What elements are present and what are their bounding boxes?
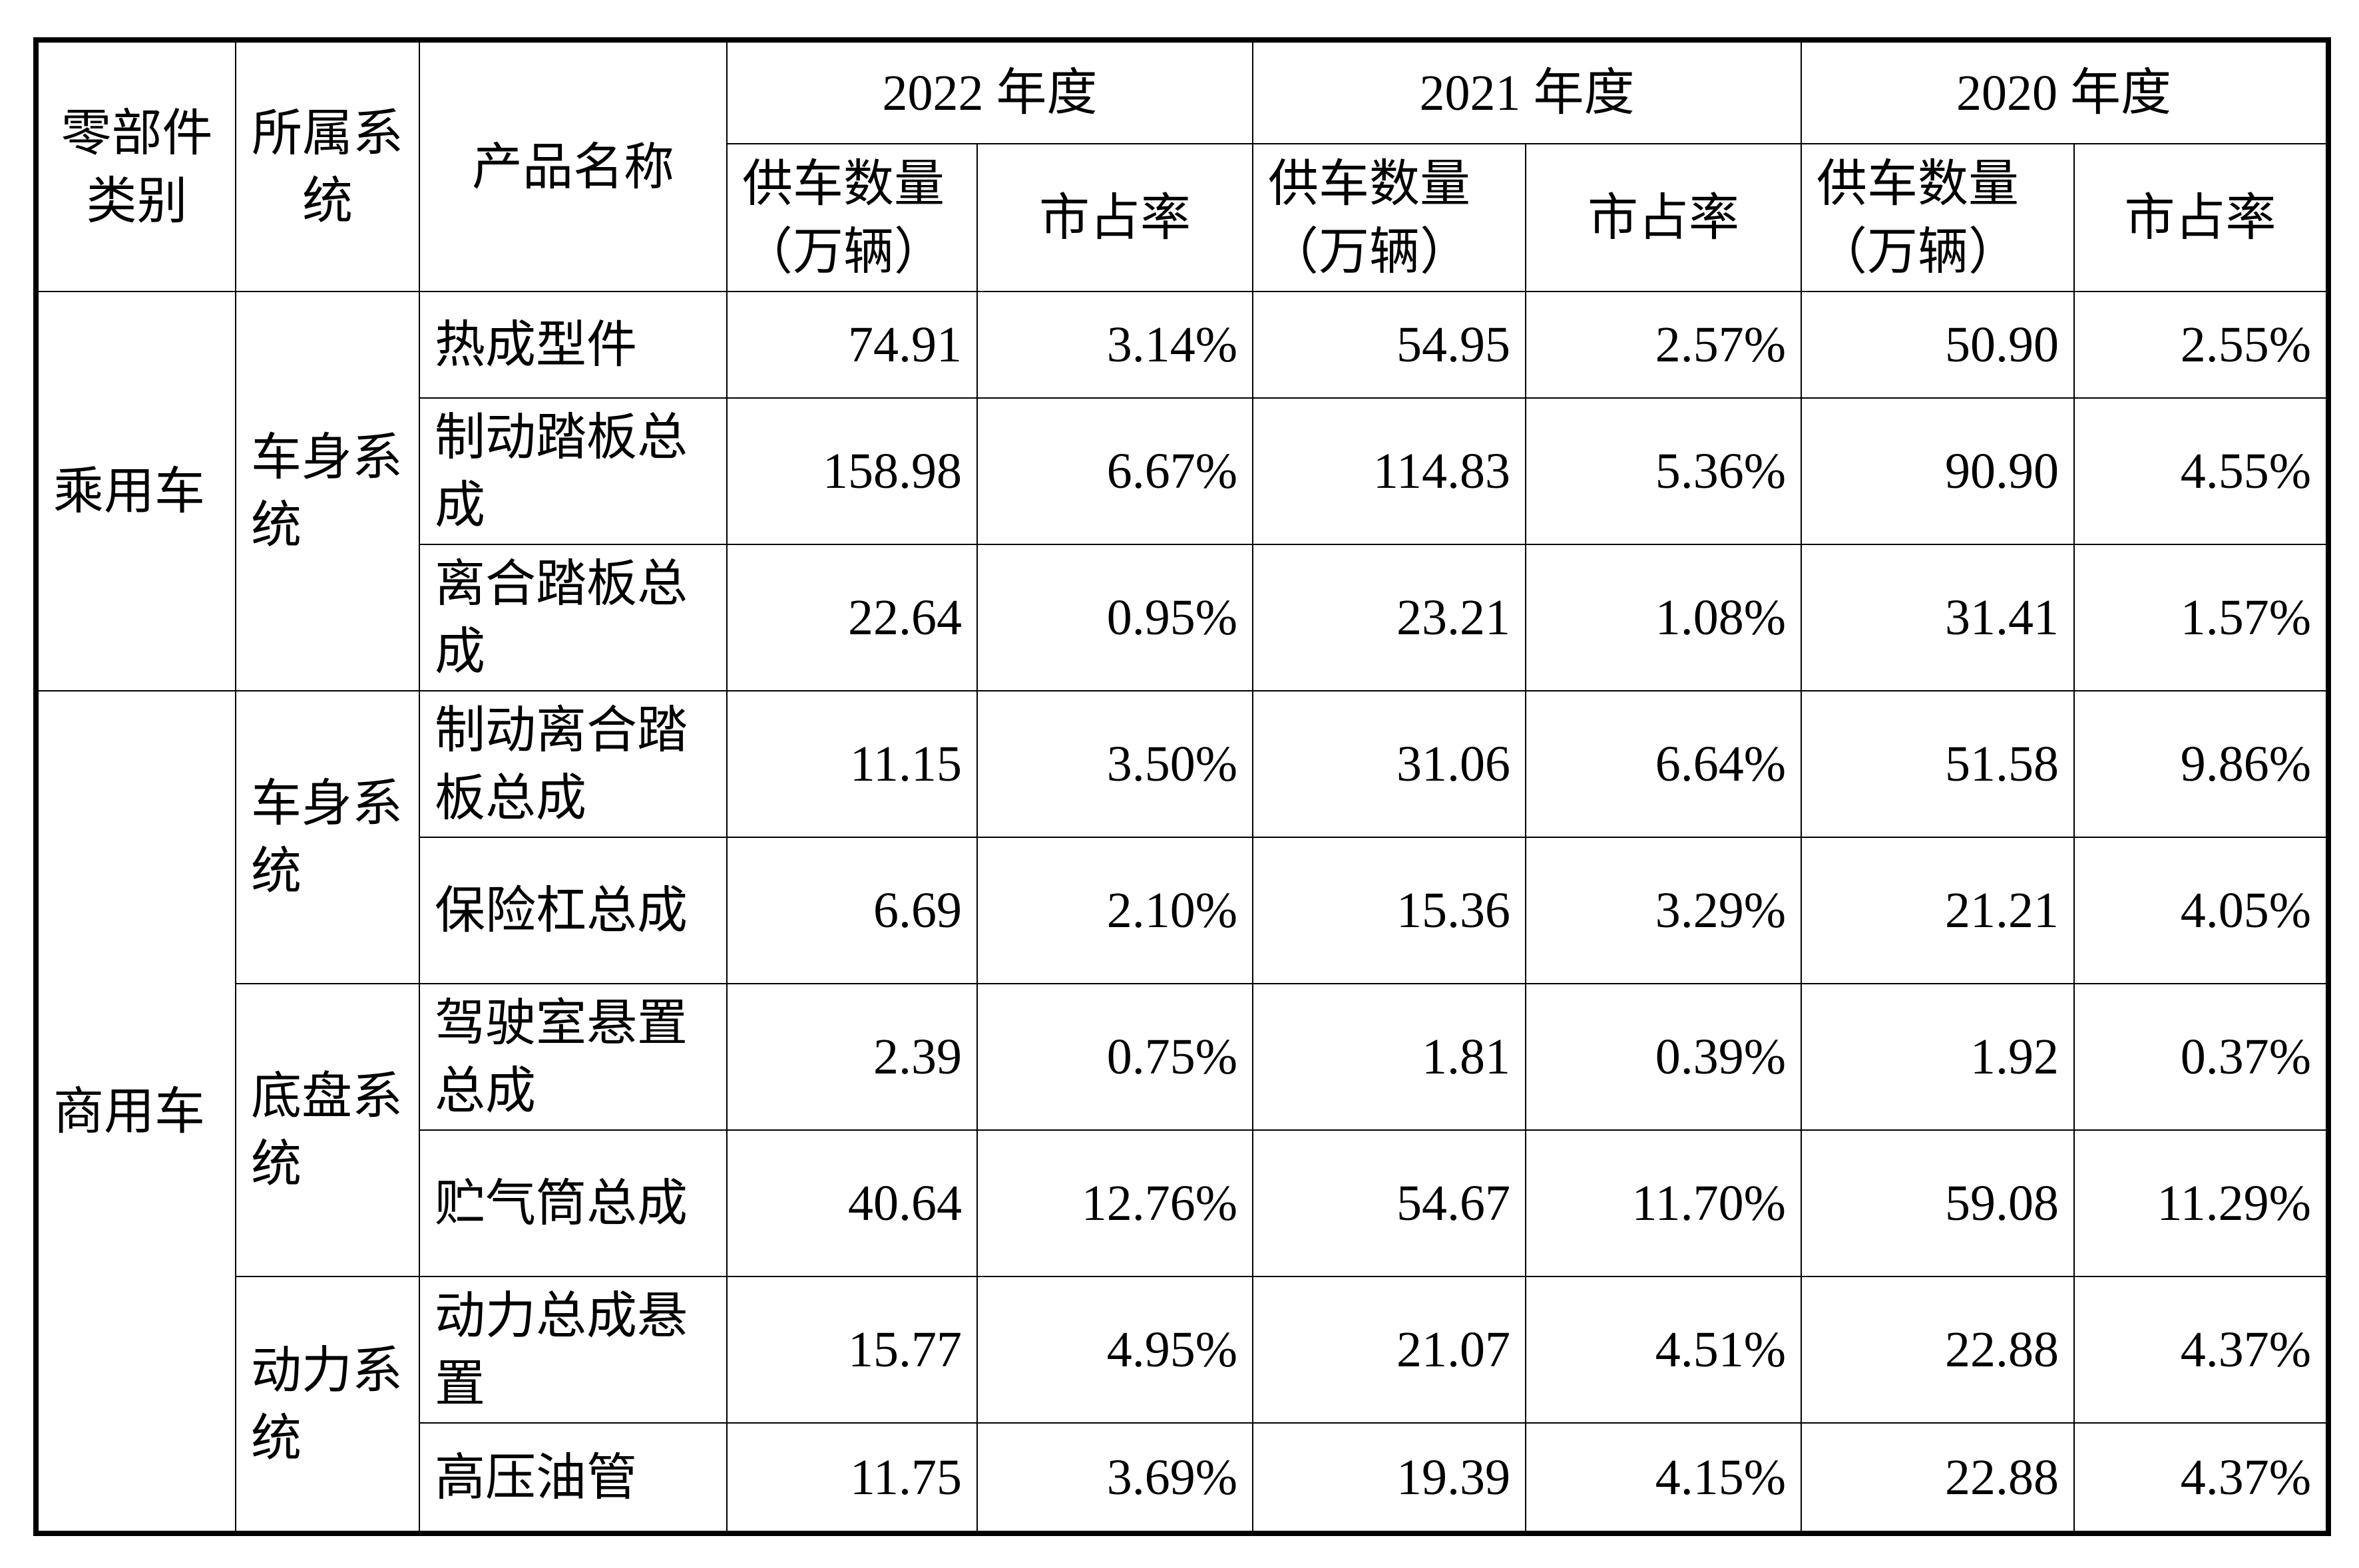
header-row-years: 零部件类别 所属系统 产品名称 2022 年度 2021 年度 2020 年度: [35, 39, 2329, 292]
share-2022-cell: 0.75%: [976, 983, 1253, 1131]
table-row: 乘用车 车身系统 热成型件 74.91 3.14% 54.95 2.57% 50…: [35, 291, 2329, 691]
share-2021-cell: 11.70%: [1525, 1129, 1802, 1277]
share-2021-cell: 3.29%: [1525, 837, 1802, 984]
share-2021-cell: 4.15%: [1525, 1422, 1802, 1534]
table-row: 贮气筒总成 40.64 12.76% 54.67 11.70% 59.08 11…: [36, 1129, 2329, 1277]
volume-2022-cell: 158.98: [726, 397, 978, 545]
header-share-2020: 市占率: [2073, 143, 2329, 292]
volume-2020-cell: 22.88: [1801, 1276, 2075, 1424]
share-2022-cell: 0.95%: [976, 544, 1253, 691]
header-share-2022: 市占率: [976, 143, 1253, 292]
share-2020-cell: 9.86%: [2073, 690, 2329, 838]
share-2022-cell: 6.67%: [976, 397, 1253, 545]
product-cell: 热成型件: [419, 291, 728, 399]
share-2021-cell: 2.57%: [1525, 291, 1802, 399]
category-cell: 商用车: [35, 690, 236, 1534]
share-2021-cell: 5.36%: [1525, 397, 1802, 545]
volume-2021-cell: 31.06: [1252, 690, 1526, 838]
header-volume-2020: 供车数量（万辆）: [1801, 143, 2075, 292]
share-2020-cell: 11.29%: [2073, 1129, 2329, 1277]
volume-2022-cell: 6.69: [726, 837, 978, 984]
volume-2022-cell: 11.15: [726, 690, 978, 838]
table-row: 商用车 车身系统 制动离合踏板总成 11.15 3.50% 31.06 6.64…: [35, 690, 2329, 1534]
volume-2022-cell: 22.64: [726, 544, 978, 691]
volume-2021-cell: 54.95: [1252, 291, 1526, 399]
share-2021-cell: 4.51%: [1525, 1276, 1802, 1424]
volume-2022-cell: 15.77: [726, 1276, 978, 1424]
volume-2020-cell: 59.08: [1801, 1129, 2075, 1277]
volume-2020-cell: 21.21: [1801, 837, 2075, 984]
volume-2020-cell: 90.90: [1801, 397, 2075, 545]
table-row: 动力系统 动力总成悬置 15.77 4.95% 21.07 4.51% 22.8…: [36, 1276, 2329, 1534]
volume-2020-cell: 51.58: [1801, 690, 2075, 838]
header-row-metrics: 供车数量（万辆） 市占率 供车数量（万辆） 市占率 供车数量（万辆） 市占率: [36, 143, 2329, 292]
product-cell: 高压油管: [419, 1422, 728, 1534]
volume-2021-cell: 114.83: [1252, 397, 1526, 545]
volume-2020-cell: 50.90: [1801, 291, 2075, 399]
volume-2020-cell: 1.92: [1801, 983, 2075, 1131]
volume-2020-cell: 31.41: [1801, 544, 2075, 691]
product-cell: 离合踏板总成: [419, 544, 728, 691]
product-cell: 贮气筒总成: [419, 1129, 728, 1277]
share-2020-cell: 1.57%: [2073, 544, 2329, 691]
header-volume-2021: 供车数量（万辆）: [1252, 143, 1526, 292]
header-year-2021: 2021 年度: [1252, 39, 1802, 144]
header-product: 产品名称: [419, 39, 728, 292]
table-row: 底盘系统 驾驶室悬置总成 2.39 0.75% 1.81 0.39% 1.92 …: [36, 983, 2329, 1277]
market-share-table: 零部件类别 所属系统 产品名称 2022 年度 2021 年度 2020 年度 …: [33, 37, 2331, 1536]
header-volume-2022: 供车数量（万辆）: [726, 143, 978, 292]
share-2021-cell: 0.39%: [1525, 983, 1802, 1131]
share-2022-cell: 3.50%: [976, 690, 1253, 838]
share-2020-cell: 0.37%: [2073, 983, 2329, 1131]
category-cell: 乘用车: [35, 291, 236, 691]
product-cell: 动力总成悬置: [419, 1276, 728, 1424]
product-cell: 制动离合踏板总成: [419, 690, 728, 838]
system-cell: 车身系统: [235, 690, 420, 984]
volume-2020-cell: 22.88: [1801, 1422, 2075, 1534]
system-cell: 动力系统: [235, 1276, 420, 1534]
volume-2022-cell: 11.75: [726, 1422, 978, 1534]
product-cell: 制动踏板总成: [419, 397, 728, 545]
product-cell: 驾驶室悬置总成: [419, 983, 728, 1131]
share-2020-cell: 4.55%: [2073, 397, 2329, 545]
share-2021-cell: 6.64%: [1525, 690, 1802, 838]
table-row: 保险杠总成 6.69 2.10% 15.36 3.29% 21.21 4.05%: [36, 837, 2329, 984]
share-2022-cell: 2.10%: [976, 837, 1253, 984]
volume-2022-cell: 40.64: [726, 1129, 978, 1277]
table-row: 制动踏板总成 158.98 6.67% 114.83 5.36% 90.90 4…: [36, 397, 2329, 545]
share-2022-cell: 12.76%: [976, 1129, 1253, 1277]
header-share-2021: 市占率: [1525, 143, 1802, 292]
volume-2021-cell: 1.81: [1252, 983, 1526, 1131]
header-year-2020: 2020 年度: [1801, 39, 2329, 144]
system-cell: 底盘系统: [235, 983, 420, 1277]
table-row: 高压油管 11.75 3.69% 19.39 4.15% 22.88 4.37%: [36, 1422, 2329, 1534]
volume-2021-cell: 23.21: [1252, 544, 1526, 691]
header-category: 零部件类别: [35, 39, 236, 292]
volume-2021-cell: 54.67: [1252, 1129, 1526, 1277]
volume-2021-cell: 21.07: [1252, 1276, 1526, 1424]
share-2021-cell: 1.08%: [1525, 544, 1802, 691]
header-year-2022: 2022 年度: [726, 39, 1253, 144]
volume-2021-cell: 19.39: [1252, 1422, 1526, 1534]
product-cell: 保险杠总成: [419, 837, 728, 984]
volume-2022-cell: 74.91: [726, 291, 978, 399]
share-2020-cell: 4.37%: [2073, 1422, 2329, 1534]
header-system: 所属系统: [235, 39, 420, 292]
system-cell: 车身系统: [235, 291, 420, 691]
share-2020-cell: 2.55%: [2073, 291, 2329, 399]
share-2022-cell: 3.69%: [976, 1422, 1253, 1534]
share-2022-cell: 3.14%: [976, 291, 1253, 399]
share-2020-cell: 4.05%: [2073, 837, 2329, 984]
volume-2022-cell: 2.39: [726, 983, 978, 1131]
share-2020-cell: 4.37%: [2073, 1276, 2329, 1424]
table-row: 离合踏板总成 22.64 0.95% 23.21 1.08% 31.41 1.5…: [36, 544, 2329, 691]
volume-2021-cell: 15.36: [1252, 837, 1526, 984]
share-2022-cell: 4.95%: [976, 1276, 1253, 1424]
